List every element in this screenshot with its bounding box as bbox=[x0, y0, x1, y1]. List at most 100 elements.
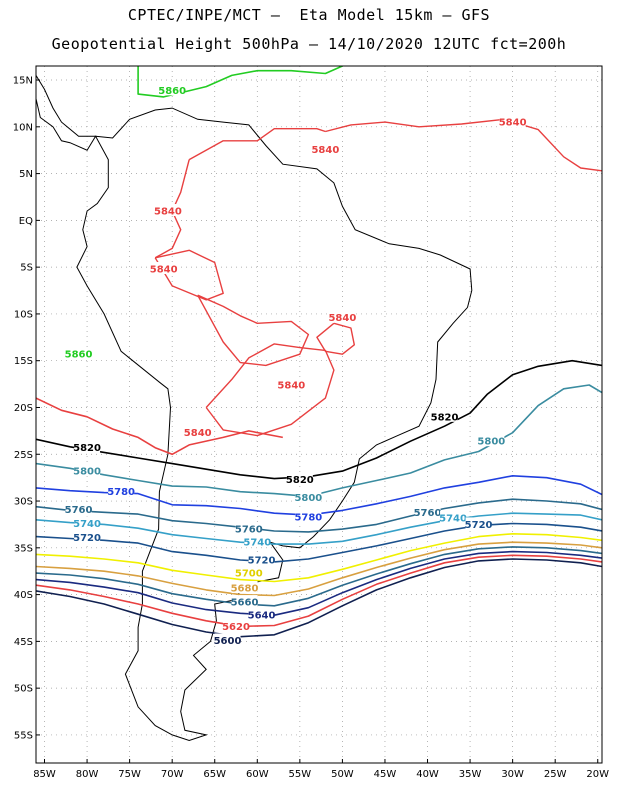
contour-label-bg bbox=[499, 115, 526, 128]
contour-label-bg bbox=[248, 608, 275, 621]
contour-label-5780: 5780 bbox=[294, 512, 322, 523]
contour-label-5840: 5840 bbox=[154, 207, 182, 218]
lon-label: 85W bbox=[33, 769, 56, 780]
contour-label-bg bbox=[108, 484, 135, 497]
contour-label-bg bbox=[295, 509, 322, 522]
lat-label: 15S bbox=[14, 356, 33, 367]
contour-label-bg bbox=[231, 595, 258, 608]
lon-label: 35W bbox=[459, 769, 482, 780]
contour-label-5840: 5840 bbox=[311, 145, 339, 156]
contour-label-5840: 5840 bbox=[150, 265, 178, 276]
south-america-coastline bbox=[76, 107, 473, 742]
lon-label: 20W bbox=[586, 769, 609, 780]
contour-label-5840: 5840 bbox=[499, 118, 527, 129]
contour-5840-region bbox=[325, 118, 602, 172]
contour-label-bg bbox=[223, 619, 250, 632]
lat-label: 20S bbox=[14, 403, 33, 414]
contour-label-bg bbox=[184, 425, 211, 438]
contour-label-bg bbox=[65, 347, 92, 360]
contour-5660 bbox=[36, 546, 602, 607]
contour-label-bg bbox=[74, 440, 101, 453]
lon-label: 70W bbox=[161, 769, 184, 780]
contour-label-bg bbox=[329, 310, 356, 323]
contour-label-bg bbox=[74, 530, 101, 543]
contour-label-5820: 5820 bbox=[73, 443, 101, 454]
chart-title-line2: Geopotential Height 500hPa – 14/10/2020 … bbox=[51, 35, 567, 53]
contour-5840-region bbox=[154, 159, 190, 259]
contour-5840-region bbox=[188, 127, 326, 161]
contour-5840-region bbox=[154, 249, 224, 301]
contour-label-bg bbox=[414, 505, 441, 518]
contour-label-5820: 5820 bbox=[286, 475, 314, 486]
lat-label: 40S bbox=[14, 590, 33, 601]
contour-label-bg bbox=[440, 510, 467, 523]
contour-label-5660: 5660 bbox=[231, 598, 259, 609]
contour-label-5720: 5720 bbox=[248, 555, 276, 566]
contour-label-5760: 5760 bbox=[65, 505, 93, 516]
contour-5740 bbox=[36, 512, 602, 545]
contour-label-5620: 5620 bbox=[222, 622, 250, 633]
contour-label-5860: 5860 bbox=[65, 350, 93, 361]
contour-label-5700: 5700 bbox=[235, 569, 263, 580]
axis-labels: 15N 10N 5N EQ 5S 10S 15S 20S 25S 30S 35S 40S 45S 50S 5… bbox=[13, 76, 609, 780]
contour-label-bg bbox=[74, 464, 101, 477]
contour-label-bg bbox=[65, 502, 92, 515]
contour-label-5720: 5720 bbox=[73, 533, 101, 544]
contour-label-5760: 5760 bbox=[235, 525, 263, 536]
contour-label-5840: 5840 bbox=[277, 381, 305, 392]
contour-lines bbox=[36, 66, 602, 638]
contour-5620 bbox=[36, 554, 602, 628]
contour-label-bg bbox=[154, 204, 181, 217]
contour-5640 bbox=[36, 550, 602, 616]
contour-5700 bbox=[36, 533, 602, 583]
lat-label: 10N bbox=[13, 122, 33, 133]
contour-label-5740: 5740 bbox=[439, 513, 467, 524]
contour-5680 bbox=[36, 541, 602, 597]
lat-label: 45S bbox=[14, 637, 33, 648]
contour-label-5600: 5600 bbox=[214, 636, 242, 647]
lat-lon-grid bbox=[36, 66, 602, 763]
contour-label-bg bbox=[248, 552, 275, 565]
contour-5840-region bbox=[316, 322, 355, 355]
lon-label: 75W bbox=[118, 769, 141, 780]
lat-label: 55S bbox=[14, 730, 33, 741]
contour-5820 bbox=[36, 359, 602, 480]
central-america-coastline bbox=[36, 75, 97, 151]
contour-label-bg bbox=[286, 472, 313, 485]
contour-label-5740: 5740 bbox=[243, 538, 271, 549]
contour-label-5780: 5780 bbox=[107, 487, 135, 498]
contour-label-5800: 5800 bbox=[294, 493, 322, 504]
lat-label: 50S bbox=[14, 684, 33, 695]
contour-label-5680: 5680 bbox=[231, 584, 259, 595]
contour-5600 bbox=[36, 558, 602, 638]
lat-label: 5N bbox=[19, 169, 33, 180]
contour-label-bg bbox=[278, 378, 305, 391]
contour-label-5820: 5820 bbox=[431, 412, 459, 423]
lon-label: 45W bbox=[374, 769, 397, 780]
contour-5840-region bbox=[197, 294, 310, 367]
lon-label: 80W bbox=[76, 769, 99, 780]
land-outline bbox=[36, 75, 473, 742]
contour-label-bg bbox=[74, 516, 101, 529]
contour-label-bg bbox=[235, 566, 262, 579]
contour-label-5800: 5800 bbox=[73, 467, 101, 478]
contour-label-5760: 5760 bbox=[414, 508, 442, 519]
lon-label: 40W bbox=[416, 769, 439, 780]
contour-label-bg bbox=[295, 490, 322, 503]
lon-label: 65W bbox=[203, 769, 226, 780]
lat-label: 15N bbox=[13, 76, 33, 87]
contour-label-bg bbox=[159, 83, 186, 96]
contour-label-5640: 5640 bbox=[248, 611, 276, 622]
contour-label-bg bbox=[312, 142, 339, 155]
contour-label-5740: 5740 bbox=[73, 519, 101, 530]
contour-5800 bbox=[36, 384, 602, 498]
contour-label-bg bbox=[235, 522, 262, 535]
contour-label-bg bbox=[231, 581, 258, 594]
contour-labels: 5860 5860 5840 5840 5840 5840 5840 5840 5840 5820… bbox=[65, 83, 527, 647]
contour-label-bg bbox=[431, 409, 458, 422]
lat-label: 30S bbox=[14, 497, 33, 508]
contour-label-bg bbox=[244, 535, 271, 548]
contour-label-5800: 5800 bbox=[477, 437, 505, 448]
map-frame bbox=[35, 65, 603, 764]
